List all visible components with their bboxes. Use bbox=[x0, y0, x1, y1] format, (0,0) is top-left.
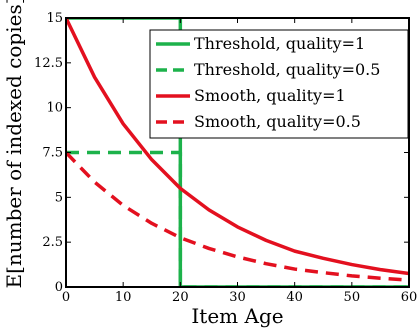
x-tick-label: 40 bbox=[286, 290, 303, 305]
legend-label-4: Smooth, quality=0.5 bbox=[194, 112, 361, 131]
y-tick-label: 5 bbox=[55, 190, 63, 205]
x-tick-label: 10 bbox=[115, 290, 132, 305]
legend-box bbox=[149, 29, 409, 139]
x-axis-label: Item Age bbox=[191, 304, 283, 328]
y-tick-label: 10 bbox=[46, 101, 63, 116]
y-tick-label: 0 bbox=[55, 280, 63, 295]
y-tick-label: 2.5 bbox=[42, 235, 63, 250]
legend: Threshold, quality=1 Threshold, quality=0… bbox=[149, 29, 409, 139]
legend-label-2: Threshold, quality=0.5 bbox=[194, 60, 380, 79]
series-layer bbox=[66, 18, 409, 287]
ticks-layer: 0 10 20 30 40 50 60 0 2.5 5 7.5 10 12.5 15 bbox=[34, 11, 417, 305]
x-tick-label: 20 bbox=[172, 290, 189, 305]
series-line-4 bbox=[66, 151, 409, 282]
x-tick-label: 60 bbox=[401, 290, 418, 305]
y-tick-label: 7.5 bbox=[42, 146, 63, 161]
x-tick-label: 50 bbox=[344, 290, 361, 305]
legend-label-3: Smooth, quality=1 bbox=[194, 86, 346, 105]
x-tick-label: 30 bbox=[229, 290, 246, 305]
series-line-3 bbox=[66, 18, 409, 276]
y-tick-label: 12.5 bbox=[34, 56, 63, 71]
legend-label-1: Threshold, quality=1 bbox=[194, 34, 365, 53]
x-tick-label: 0 bbox=[62, 290, 70, 305]
y-tick-label: 15 bbox=[46, 11, 63, 26]
y-axis-label: E[number of indexed copies] bbox=[2, 0, 26, 289]
